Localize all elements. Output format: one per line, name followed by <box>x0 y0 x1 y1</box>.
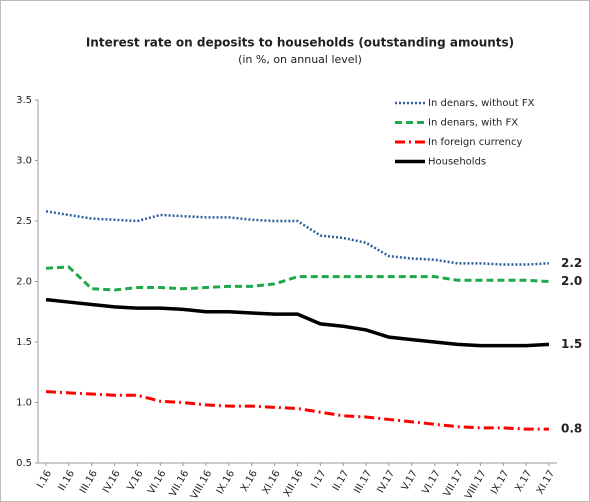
end-label: 0.8 <box>561 422 582 436</box>
chart-title: Interest rate on deposits to households … <box>86 36 514 50</box>
y-tick-label: 2.5 <box>16 216 32 227</box>
series-line <box>45 265 550 292</box>
end-label: 2.0 <box>561 274 582 288</box>
y-tick-label: 1.5 <box>16 337 32 348</box>
y-tick-label: 3.0 <box>16 156 32 167</box>
y-tick-label: 0.5 <box>16 458 32 469</box>
y-tick-label: 1.0 <box>16 398 32 409</box>
end-label: 2.2 <box>561 256 582 270</box>
y-tick-label: 3.5 <box>16 95 32 106</box>
series-line <box>45 390 549 431</box>
legend-label: In denars, with FX <box>428 118 518 129</box>
series-line <box>45 210 550 266</box>
legend-label: In denars, without FX <box>428 98 535 109</box>
legend-label: In foreign currency <box>428 137 522 148</box>
chart-subtitle: (in %, on annual level) <box>238 53 362 66</box>
end-label: 1.5 <box>561 337 582 351</box>
legend-label: Households <box>428 157 486 168</box>
y-tick-label: 2.0 <box>16 277 32 288</box>
series-line <box>45 297 550 348</box>
